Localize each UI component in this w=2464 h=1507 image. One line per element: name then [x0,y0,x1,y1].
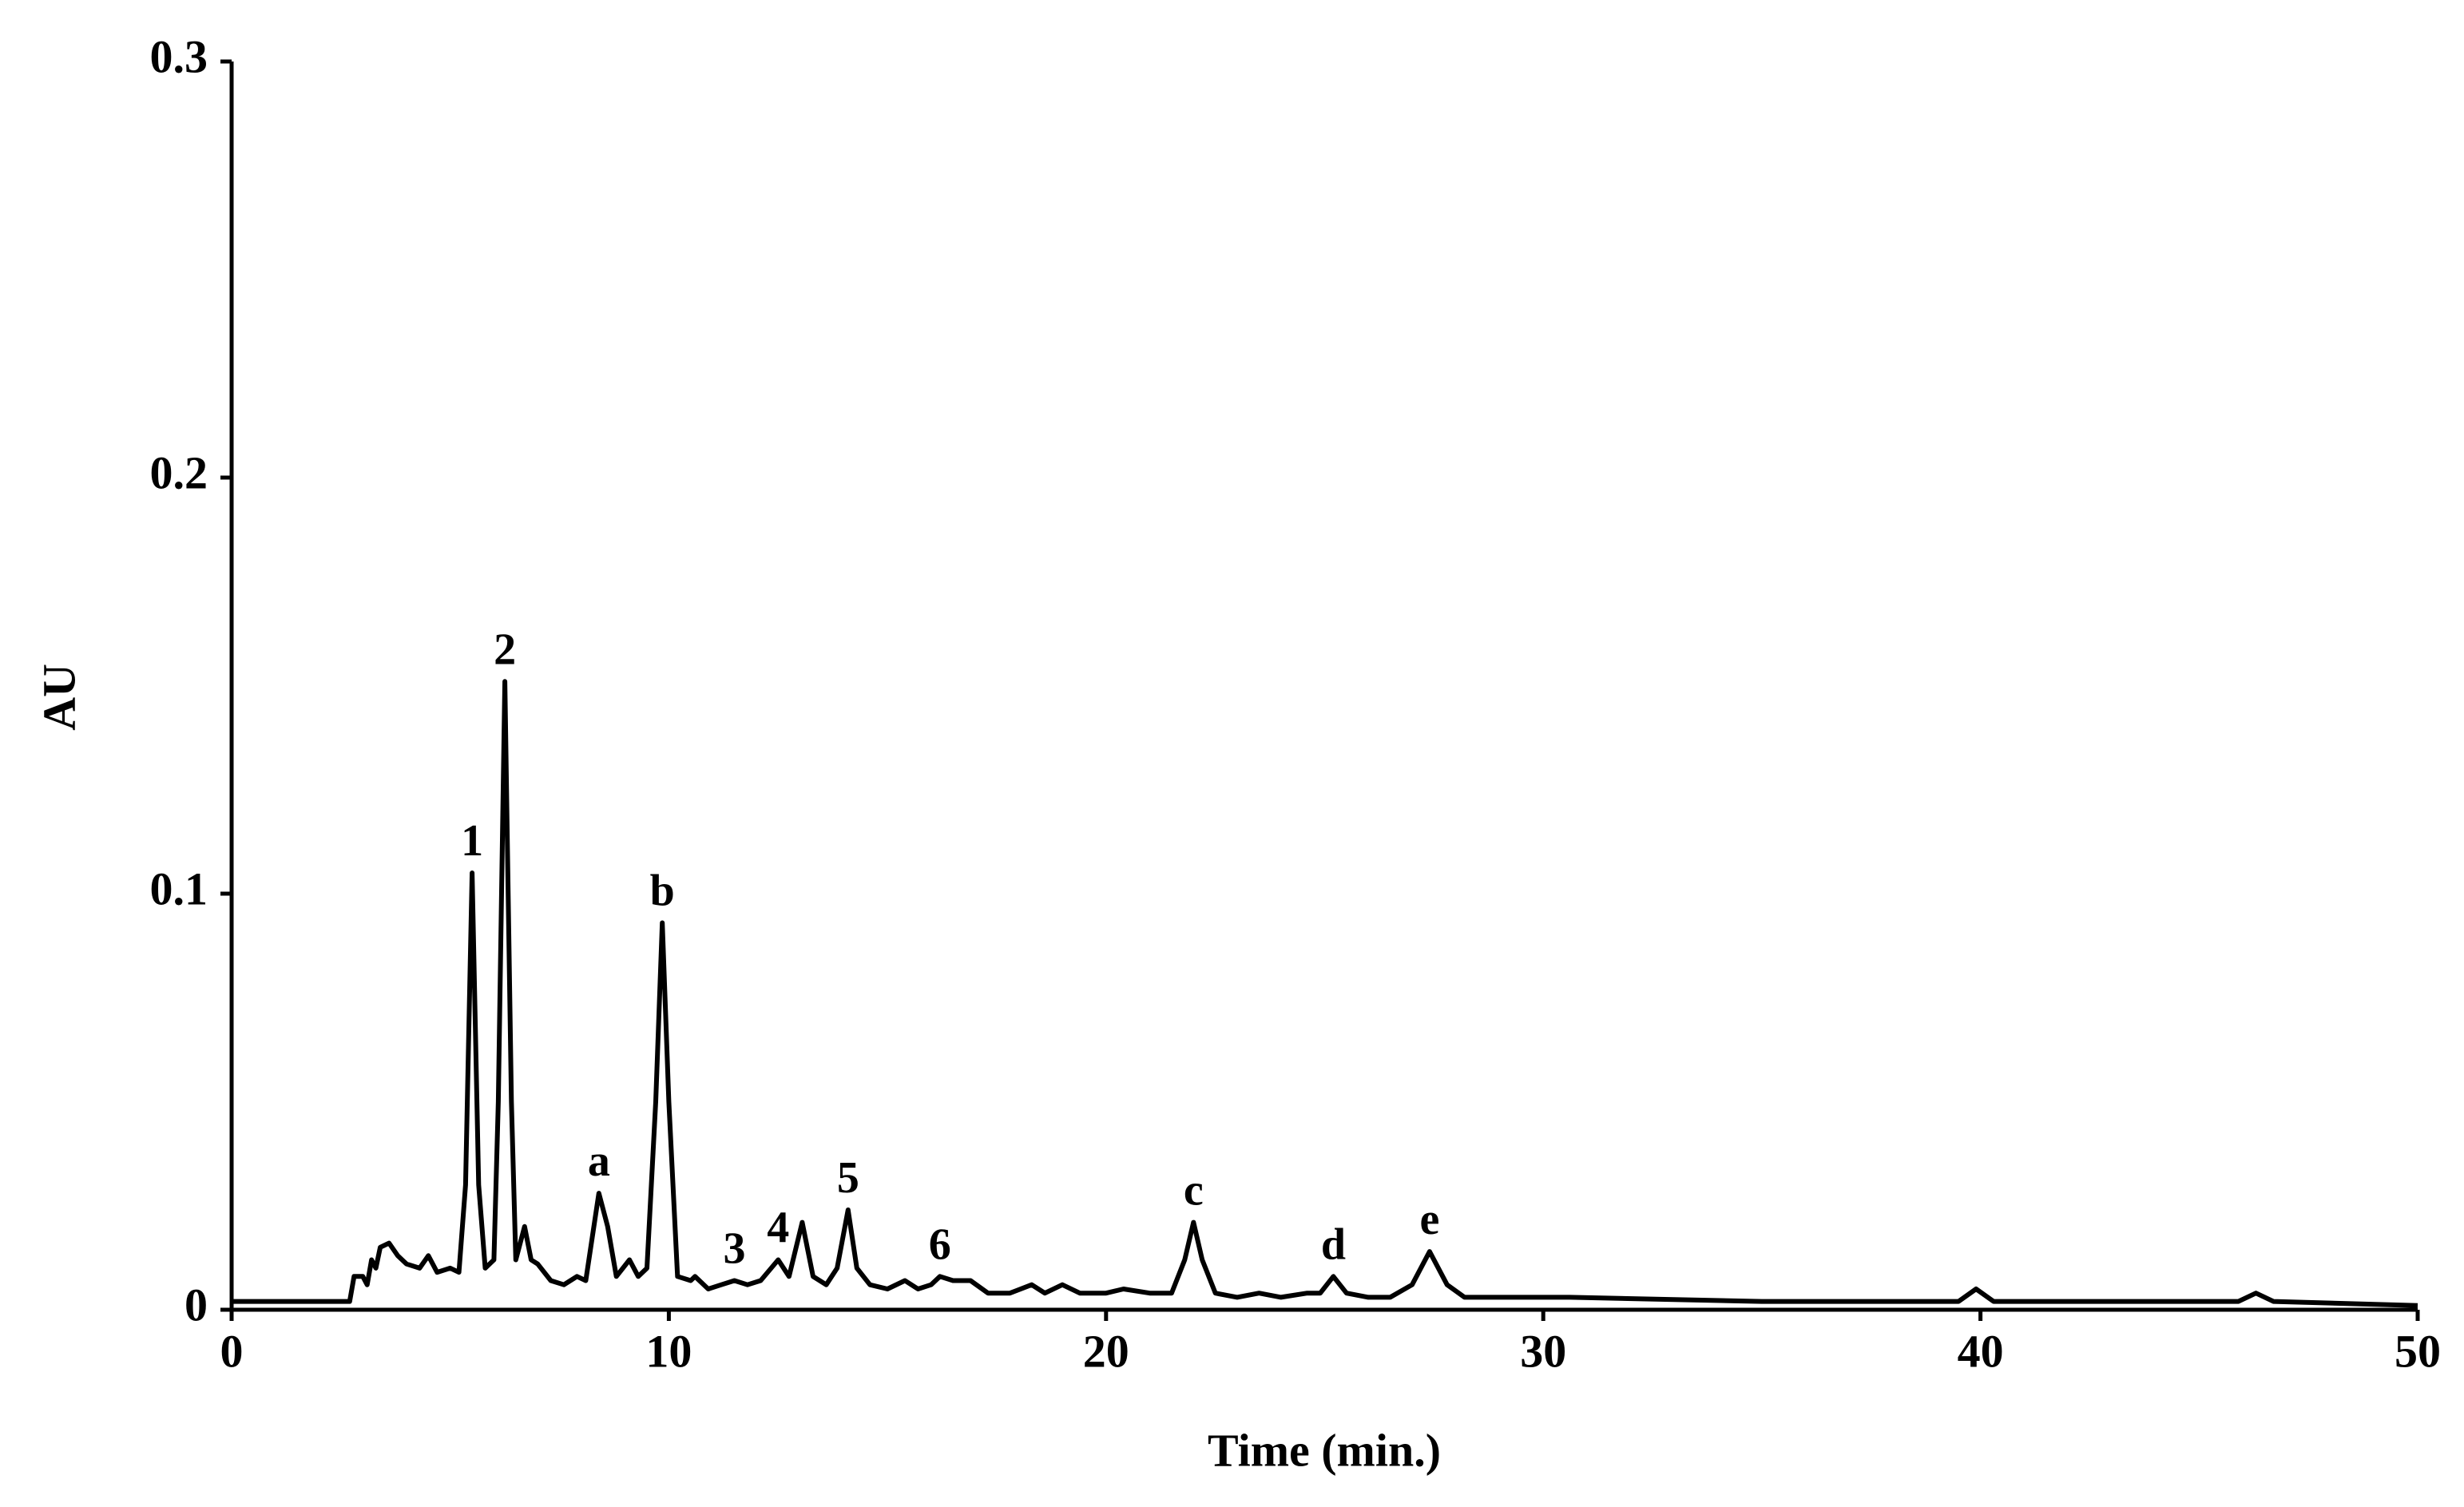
y-tick-label: 0.1 [150,863,208,914]
peak-label: e [1419,1195,1439,1244]
peak-label: 6 [929,1219,951,1269]
x-tick-label: 0 [220,1325,244,1377]
peak-label: 1 [461,816,483,866]
peak-label: 5 [837,1153,859,1203]
x-tick-label: 30 [1520,1325,1566,1377]
x-tick-label: 40 [1958,1325,2004,1377]
peak-label: 2 [494,625,516,674]
peak-label: 4 [767,1203,789,1252]
y-tick-label: 0 [185,1279,208,1331]
y-axis-label: AU [33,664,85,731]
x-tick-label: 10 [645,1325,692,1377]
peak-label: a [588,1136,610,1186]
y-tick-label: 0.3 [150,30,208,82]
chromatogram-trace [232,679,2418,1308]
peak-label: c [1184,1166,1204,1216]
x-tick-label: 50 [2395,1325,2441,1377]
x-axis-label: Time (min.) [1208,1424,1441,1476]
peak-label: d [1321,1219,1346,1269]
peak-label: 3 [724,1224,746,1274]
x-tick-label: 20 [1083,1325,1129,1377]
y-tick-label: 0.2 [150,446,208,498]
peak-label: b [650,866,675,915]
